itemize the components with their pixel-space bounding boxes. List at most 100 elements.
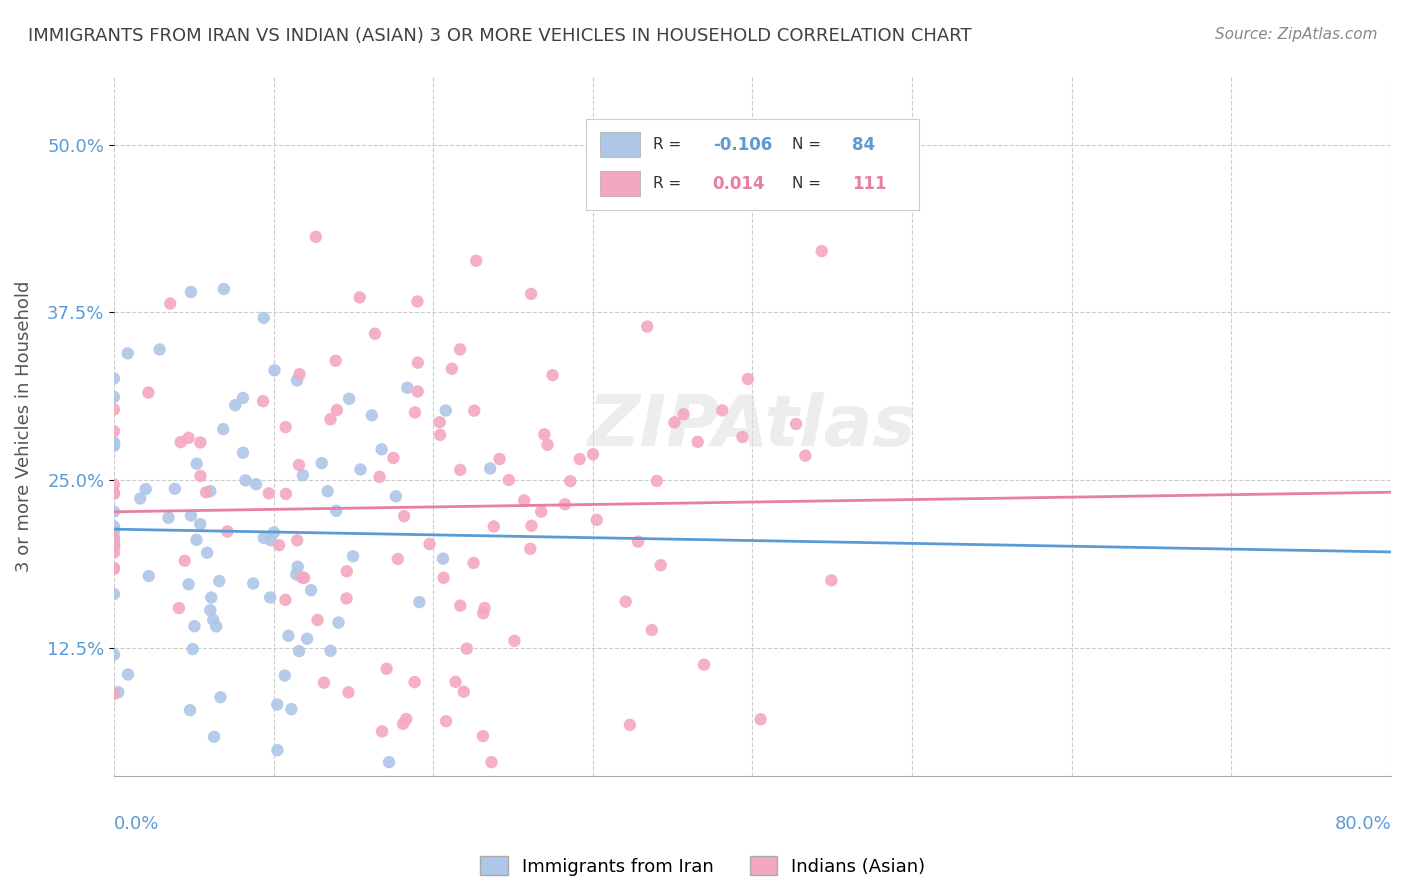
- Point: [311, 456, 333, 470]
- Point: [217, 524, 239, 539]
- Point: [232, 446, 254, 460]
- Point: [181, 642, 204, 657]
- Point: [288, 458, 311, 472]
- Point: [274, 420, 297, 434]
- Point: [434, 714, 457, 729]
- Text: 0.0%: 0.0%: [114, 815, 159, 833]
- Point: [307, 613, 329, 627]
- Point: [375, 662, 398, 676]
- Point: [291, 570, 314, 584]
- Point: [245, 477, 267, 491]
- Point: [103, 524, 125, 539]
- Point: [190, 435, 212, 450]
- Point: [536, 438, 558, 452]
- Point: [371, 724, 394, 739]
- Point: [103, 532, 125, 546]
- Text: IMMIGRANTS FROM IRAN VS INDIAN (ASIAN) 3 OR MORE VEHICLES IN HOUSEHOLD CORRELATI: IMMIGRANTS FROM IRAN VS INDIAN (ASIAN) 3…: [28, 27, 972, 45]
- Point: [533, 427, 555, 442]
- Point: [619, 718, 641, 732]
- Point: [406, 294, 429, 309]
- Point: [299, 583, 322, 598]
- Legend: Immigrants from Iran, Indians (Asian): Immigrants from Iran, Indians (Asian): [474, 849, 932, 883]
- Point: [449, 463, 471, 477]
- Point: [253, 310, 276, 325]
- Point: [449, 343, 471, 357]
- Point: [641, 623, 664, 637]
- Point: [349, 290, 371, 304]
- Point: [541, 368, 564, 383]
- Point: [117, 346, 139, 360]
- Point: [520, 286, 543, 301]
- Point: [103, 561, 125, 575]
- Point: [232, 391, 254, 405]
- Point: [650, 558, 672, 573]
- Point: [440, 361, 463, 376]
- Point: [731, 430, 754, 444]
- Point: [103, 487, 125, 501]
- Point: [195, 485, 218, 500]
- Point: [195, 546, 218, 560]
- Point: [316, 484, 339, 499]
- Point: [117, 667, 139, 681]
- Point: [285, 567, 308, 582]
- Point: [259, 591, 281, 605]
- Point: [319, 412, 342, 426]
- Point: [419, 537, 441, 551]
- Point: [274, 592, 297, 607]
- Point: [429, 428, 451, 442]
- Point: [202, 730, 225, 744]
- Point: [274, 487, 297, 501]
- Point: [103, 390, 125, 404]
- Point: [582, 447, 605, 461]
- Point: [737, 372, 759, 386]
- Point: [568, 452, 591, 467]
- Point: [503, 633, 526, 648]
- Point: [325, 353, 347, 368]
- Point: [266, 698, 288, 712]
- Point: [463, 556, 485, 570]
- Point: [337, 392, 360, 406]
- Point: [392, 509, 415, 524]
- Point: [138, 569, 160, 583]
- Point: [277, 629, 299, 643]
- Point: [190, 469, 212, 483]
- Point: [370, 442, 392, 457]
- Point: [513, 493, 536, 508]
- Point: [103, 485, 125, 500]
- Point: [368, 470, 391, 484]
- Point: [794, 449, 817, 463]
- Point: [585, 513, 607, 527]
- Point: [188, 517, 211, 532]
- Point: [285, 373, 308, 387]
- Point: [149, 343, 172, 357]
- Point: [614, 595, 637, 609]
- Y-axis label: 3 or more Vehicles in Household: 3 or more Vehicles in Household: [15, 281, 32, 572]
- Point: [242, 576, 264, 591]
- Point: [205, 619, 228, 633]
- Point: [263, 525, 285, 540]
- Point: [481, 755, 503, 769]
- Point: [432, 551, 454, 566]
- Point: [785, 417, 807, 431]
- Point: [342, 549, 364, 564]
- Point: [252, 394, 274, 409]
- Point: [129, 491, 152, 506]
- Point: [404, 405, 426, 419]
- Point: [177, 577, 200, 591]
- Point: [288, 368, 311, 382]
- Point: [406, 384, 429, 399]
- Point: [396, 381, 419, 395]
- Point: [103, 519, 125, 533]
- Point: [387, 552, 409, 566]
- Point: [103, 402, 125, 417]
- Point: [285, 533, 308, 548]
- Point: [103, 687, 125, 701]
- Point: [463, 403, 485, 417]
- Point: [180, 508, 202, 523]
- Point: [325, 504, 347, 518]
- Point: [103, 477, 125, 491]
- Point: [103, 437, 125, 451]
- Point: [159, 296, 181, 310]
- Point: [103, 648, 125, 662]
- Point: [103, 587, 125, 601]
